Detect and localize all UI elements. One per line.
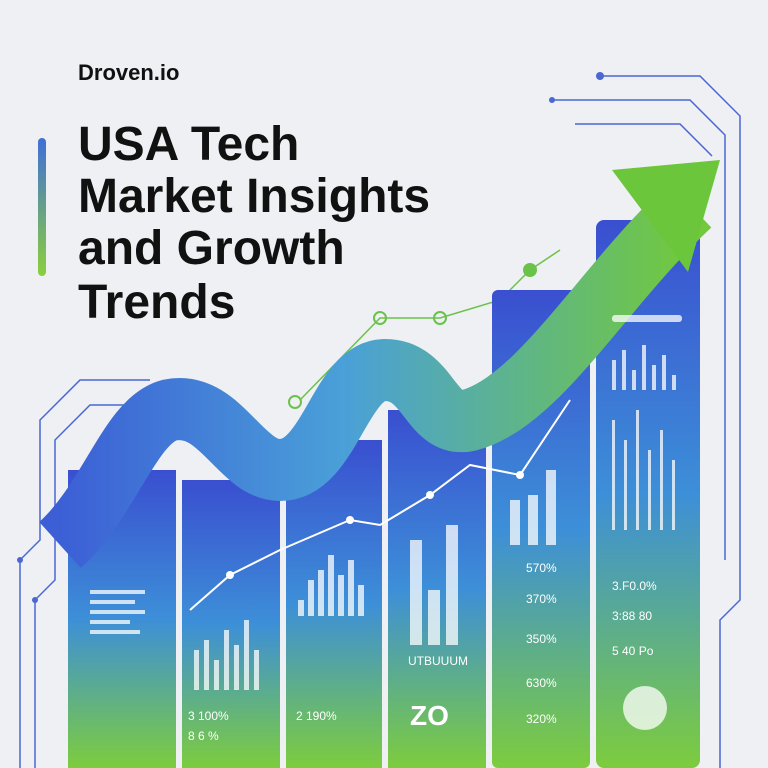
panel-label: UTBUUUM xyxy=(408,654,468,668)
title-line: Market Insights xyxy=(78,170,430,223)
circuit-dots xyxy=(17,72,604,603)
accent-bar xyxy=(38,138,46,276)
title-line: and Growth xyxy=(78,222,345,275)
growth-arrow xyxy=(38,182,712,569)
panel-label: 8 6 % xyxy=(188,729,219,743)
panel-label: 5 40 Po xyxy=(612,644,654,658)
panel-label: 320% xyxy=(526,712,557,726)
title-line: Trends xyxy=(78,276,235,329)
panel-label: 570% xyxy=(526,561,557,575)
trend-line xyxy=(189,399,571,611)
circuit-lines xyxy=(19,75,741,768)
arrow-head xyxy=(612,160,720,272)
panel-label: 350% xyxy=(526,632,557,646)
panel-big-label: ZO xyxy=(410,700,449,731)
brand: Droven.io xyxy=(78,60,179,85)
trend-dots xyxy=(226,471,524,579)
title-line: USA Tech xyxy=(78,118,299,171)
panel-label: 3.F0.0% xyxy=(612,579,657,593)
mini-bars xyxy=(90,315,682,730)
panel-label: 2 190% xyxy=(296,709,337,723)
panel-label: 630% xyxy=(526,676,557,690)
panel-label: 370% xyxy=(526,592,557,606)
panel-label: 3:88 80 xyxy=(612,609,652,623)
panel-label: 3 100% xyxy=(188,709,229,723)
